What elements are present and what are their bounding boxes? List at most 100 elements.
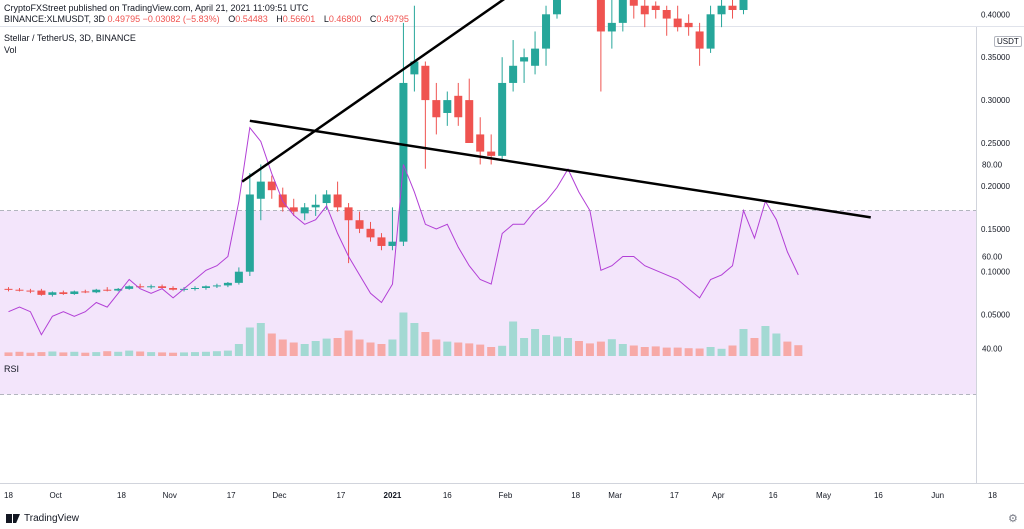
candle-body xyxy=(629,0,638,6)
volume-bar xyxy=(750,338,759,356)
volume-bar xyxy=(399,312,408,356)
volume-bar xyxy=(70,351,79,356)
volume-bar xyxy=(355,339,364,356)
rsi-legend[interactable]: RSI xyxy=(4,364,20,374)
candle-body xyxy=(311,204,320,208)
time-tick-label: 18 xyxy=(571,491,580,500)
price-trendline xyxy=(241,0,506,183)
candle-body xyxy=(542,14,551,49)
candle-body xyxy=(136,286,145,288)
candle-body xyxy=(81,291,90,293)
time-tick-label: 17 xyxy=(670,491,679,500)
candle-body xyxy=(322,194,331,204)
candle-body xyxy=(366,228,375,238)
time-tick-label: 17 xyxy=(227,491,236,500)
volume-legend[interactable]: Vol xyxy=(4,45,17,55)
last-value: 0.49795 xyxy=(107,14,141,24)
time-tick-label: Mar xyxy=(608,491,622,500)
candle-body xyxy=(717,5,726,15)
candle-body xyxy=(4,288,13,290)
rsi-tick-label: 80.00 xyxy=(982,161,1003,170)
ohlc-header: BINANCE:XLMUSDT, 3D 0.49795 −0.03082 (−5… xyxy=(4,14,409,24)
volume-bar xyxy=(223,350,232,356)
volume-bar xyxy=(267,333,276,356)
volume-bar xyxy=(465,343,474,356)
price-tick-label: 0.05000 xyxy=(981,311,1010,320)
time-tick-label: May xyxy=(816,491,831,500)
candle-body xyxy=(201,286,210,289)
time-tick-label: Jun xyxy=(931,491,944,500)
price-legend-title[interactable]: Stellar / TetherUS, 3D, BINANCE xyxy=(4,33,136,43)
candle-body xyxy=(531,48,540,66)
volume-bar xyxy=(388,339,397,356)
volume-bar xyxy=(114,351,123,356)
volume-bar xyxy=(585,343,594,356)
candle-body xyxy=(289,207,298,212)
candle-body xyxy=(410,61,419,75)
candle-body xyxy=(114,288,123,291)
candle-body xyxy=(553,0,561,15)
volume-bar xyxy=(333,338,342,356)
price-tick-label: 0.35000 xyxy=(981,53,1010,62)
time-tick-label: 17 xyxy=(336,491,345,500)
candle-body xyxy=(180,288,189,290)
candle-body xyxy=(37,290,46,295)
time-tick-label: 18 xyxy=(117,491,126,500)
publisher-line: CryptoFXStreet published on TradingView.… xyxy=(4,3,309,13)
candle-body xyxy=(125,286,134,289)
volume-bar xyxy=(15,351,24,356)
volume-bar xyxy=(59,352,68,356)
price-tick-label: 0.15000 xyxy=(981,225,1010,234)
volume-bar xyxy=(487,347,496,356)
volume-bar xyxy=(651,346,660,356)
gear-icon[interactable]: ⚙ xyxy=(1008,513,1018,525)
volume-bar xyxy=(553,336,561,356)
volume-bar xyxy=(300,344,309,356)
candle-body xyxy=(169,288,178,290)
currency-badge[interactable]: USDT xyxy=(994,36,1022,47)
candle-body xyxy=(520,57,529,62)
close-value: 0.49795 xyxy=(376,14,409,24)
candle-body xyxy=(158,286,167,289)
volume-bar xyxy=(37,352,46,356)
volume-bar xyxy=(542,335,551,356)
volume-bar xyxy=(169,352,178,356)
volume-bar xyxy=(201,351,210,356)
tradingview-brand[interactable]: TradingView xyxy=(6,513,79,524)
rsi-line xyxy=(8,126,799,336)
volume-bar xyxy=(794,345,803,356)
volume-bar xyxy=(717,348,726,356)
candle-body xyxy=(673,18,682,28)
candle-body xyxy=(223,282,232,286)
volume-bar xyxy=(662,347,671,356)
volume-bar xyxy=(673,347,682,356)
price-tick-label: 0.30000 xyxy=(981,96,1010,105)
candle-body xyxy=(498,82,507,156)
volume-bar xyxy=(739,329,748,356)
candle-body xyxy=(640,5,649,15)
candle-body xyxy=(59,292,68,295)
volume-bar xyxy=(48,351,57,356)
volume-bar xyxy=(783,341,792,356)
candle-body xyxy=(421,65,430,101)
tradingview-label: TradingView xyxy=(24,513,80,524)
time-tick-label: Nov xyxy=(163,491,177,500)
volume-bar xyxy=(640,347,649,356)
candle-body xyxy=(26,290,35,292)
candle-body xyxy=(256,181,265,199)
close-label: C xyxy=(369,14,377,24)
volume-bar xyxy=(607,339,616,356)
candle-body xyxy=(509,65,518,83)
volume-bar xyxy=(278,339,287,356)
rsi-trendline xyxy=(249,119,871,219)
candle-body xyxy=(70,291,79,295)
volume-bar xyxy=(147,352,156,356)
candle-body xyxy=(651,5,660,11)
candle-body xyxy=(234,271,243,283)
volume-bar xyxy=(509,321,518,356)
candle-body xyxy=(267,181,276,191)
time-tick-label: 18 xyxy=(4,491,13,500)
candle-body xyxy=(432,100,441,118)
candle-body xyxy=(300,207,309,214)
